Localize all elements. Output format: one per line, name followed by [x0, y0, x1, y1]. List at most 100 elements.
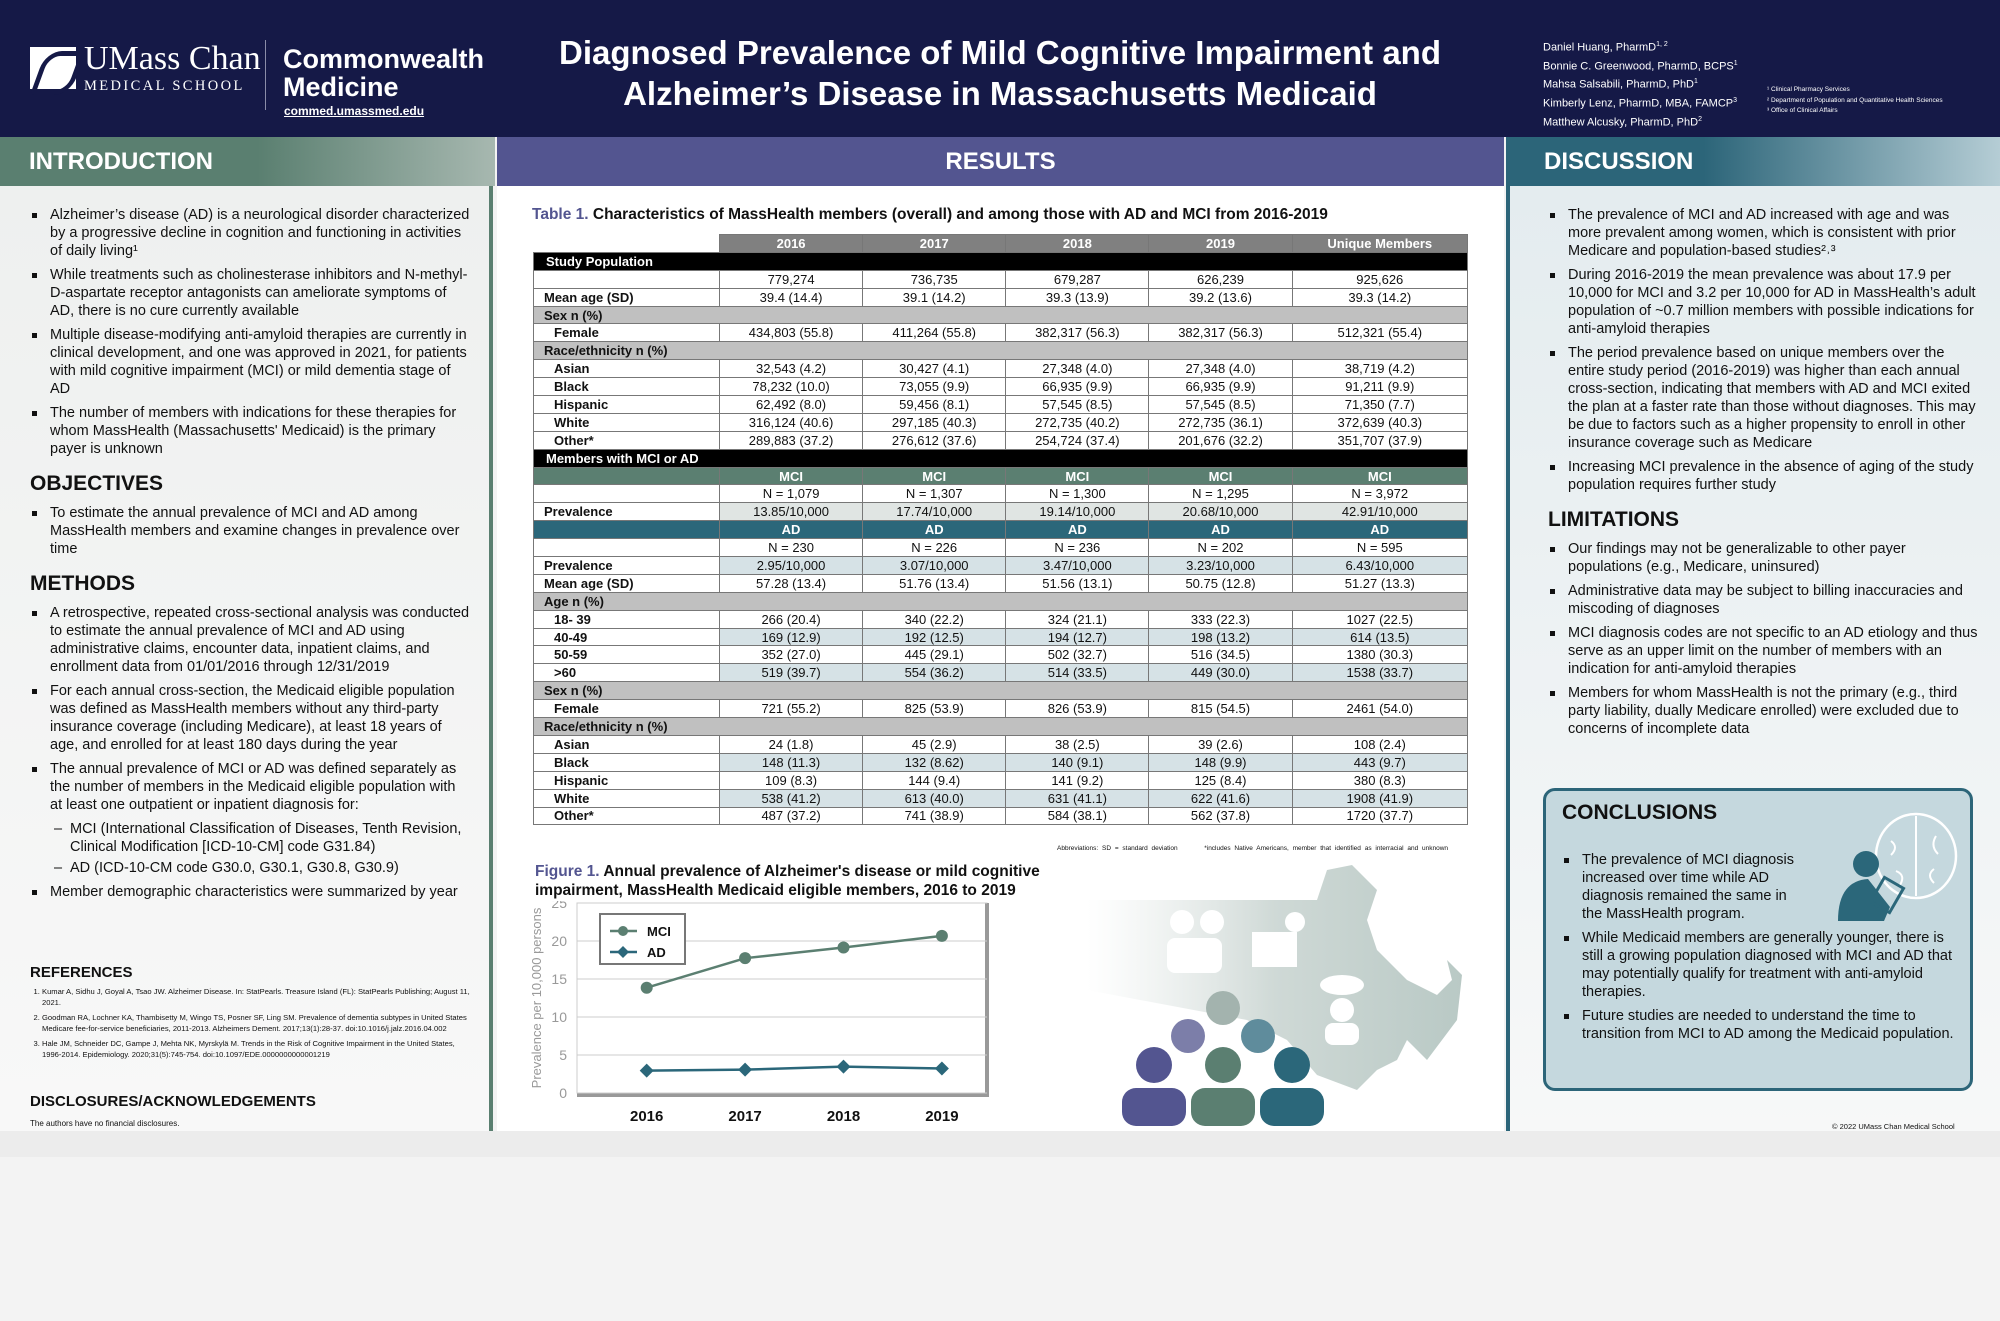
table-footnote: Abbreviations: SD = standard deviation *… [1057, 845, 1448, 852]
table-cell: 316,124 (40.6) [718, 412, 864, 432]
table-cell: 19.14/10,000 [1005, 502, 1150, 522]
table-row: White 538 (41.2) 613 (40.0) 631 (41.1) 622 (… [533, 788, 1469, 808]
table-row: Black 78,232 (10.0) 73,055 (9.9) 66,935 (9.… [533, 377, 1469, 397]
table-row: N = 1,079 N = 1,307 N = 1,300 N = 1,295 N = … [533, 484, 1469, 504]
table-cell: 502 (32.7) [1005, 645, 1150, 665]
list-item: Multiple disease-modifying anti-amyloid … [30, 326, 470, 398]
table-group-row: Sex n (%) [533, 681, 1468, 701]
group-label: Sex n (%) [533, 305, 1468, 325]
table-cell: N = 1,307 [862, 484, 1007, 504]
list-item: The prevalence of MCI diagnosis increase… [1562, 851, 1807, 923]
table-cell: 925,626 [1291, 269, 1469, 289]
column-header: 2019 [1148, 234, 1293, 253]
table-cell: 1720 (37.7) [1291, 806, 1469, 826]
table-cell: 516 (34.5) [1148, 645, 1293, 665]
table-cell: 297,185 (40.3) [862, 412, 1007, 432]
table-cell: N = 202 [1148, 538, 1293, 558]
person-icon [1330, 998, 1354, 1022]
table-group-row: Sex n (%) [533, 305, 1468, 325]
data-point-mci [640, 981, 653, 994]
table-row: Female 721 (55.2) 825 (53.9) 826 (53.9) 815 … [533, 699, 1469, 719]
legend-marker [618, 926, 628, 936]
table-row: Female 434,803 (55.8) 411,264 (55.8) 382,31… [533, 323, 1469, 343]
column-header: 2017 [862, 234, 1007, 253]
table-cell: 2461 (54.0) [1291, 699, 1469, 719]
table-cell: N = 1,295 [1148, 484, 1293, 504]
blank-cell [533, 520, 720, 540]
table-row: Asian 32,543 (4.2) 30,427 (4.1) 27,348 (4.0… [533, 359, 1469, 379]
logo-name: UMass Chan [84, 40, 261, 77]
table-title: Table 1. Characteristics of MassHealth m… [532, 206, 1328, 224]
table-row: Other* 289,883 (37.2) 276,612 (37.6) 254,72… [533, 430, 1469, 450]
methods-sublist: MCI (International Classification of Dis… [50, 820, 470, 877]
table-row: Hispanic 62,492 (8.0) 59,456 (8.1) 57,545 (… [533, 395, 1469, 414]
row-label: Asian [533, 734, 720, 754]
reference-item: Goodman RA, Lochner KA, Thambisetty M, W… [42, 1013, 470, 1034]
table-cell: 411,264 (55.8) [862, 323, 1007, 343]
ad-label-cell: AD [1005, 520, 1150, 540]
table-cell: 487 (37.2) [718, 806, 864, 826]
figure-title: Figure 1. Annual prevalence of Alzheimer… [535, 862, 1075, 900]
table-cell: 554 (36.2) [862, 663, 1007, 683]
table-group-row: Members with MCI or AD [533, 448, 1468, 468]
group-label: Age n (%) [533, 591, 1468, 611]
list-item: Our findings may not be generalizable to… [1548, 540, 1978, 576]
table-row: 40-49 169 (12.9) 192 (12.5) 194 (12.7) 198 (… [533, 627, 1469, 647]
y-axis-label: Prevalence per 10,000 persons [529, 907, 544, 1088]
data-point-ad [836, 1059, 851, 1074]
list-item: MCI (International Classification of Dis… [50, 820, 470, 856]
list-item: To estimate the annual prevalence of MCI… [30, 504, 470, 558]
list-item: Alzheimer’s disease (AD) is a neurologic… [30, 206, 470, 260]
affiliation: ¹ Clinical Pharmacy Services [1767, 86, 1850, 93]
list-item: Members for whom MassHealth is not the p… [1548, 684, 1978, 738]
table-cell: 1908 (41.9) [1291, 788, 1469, 808]
table-cell: 6.43/10,000 [1291, 556, 1469, 575]
table-header-row: 2016 2017 2018 2019 Unique Members [533, 234, 1469, 253]
table-group-row: Race/ethnicity n (%) [533, 341, 1468, 361]
objectives-heading: OBJECTIVES [30, 472, 164, 495]
figure-label: Figure 1. [535, 863, 600, 880]
author-affiliation-mark: 1 [1733, 59, 1738, 67]
table-cell: N = 595 [1291, 538, 1469, 558]
people-group-icon [1122, 991, 1324, 1126]
table-cell: 382,317 (56.3) [1148, 323, 1293, 343]
table-cell: 62,492 (8.0) [718, 395, 864, 414]
disclosures-heading: DISCLOSURES/ACKNOWLEDGEMENTS [30, 1093, 316, 1110]
table-cell: 198 (13.2) [1148, 627, 1293, 647]
logo-divider [265, 40, 266, 110]
list-item: Member demographic characteristics were … [30, 883, 470, 901]
table-cell: 39.3 (14.2) [1291, 287, 1469, 307]
data-point-mci [739, 952, 752, 965]
table-cell: 622 (41.6) [1148, 788, 1293, 808]
conclusions-list: The prevalence of MCI diagnosis increase… [1562, 851, 1962, 1049]
group-label: Race/ethnicity n (%) [533, 341, 1468, 361]
column-header: 2018 [1005, 234, 1150, 253]
table-cell: 39 (2.6) [1148, 734, 1293, 754]
row-label: Other* [533, 430, 720, 450]
table-cell: 42.91/10,000 [1291, 502, 1469, 522]
table-cell: 2.95/10,000 [718, 556, 864, 575]
table-row: Hispanic 109 (8.3) 144 (9.4) 141 (9.2) 125 (… [533, 770, 1469, 790]
author-affiliation-mark: 2 [1698, 115, 1702, 123]
y-tick-label: 15 [551, 971, 567, 987]
author: Kimberly Lenz, PharmD, MBA, FAMCP3 [1543, 93, 1738, 112]
section-header-discussion: DISCUSSION [1506, 137, 2000, 186]
data-point-ad [934, 1061, 949, 1076]
table-cell: 57,545 (8.5) [1005, 395, 1150, 414]
table-cell: 289,883 (37.2) [718, 430, 864, 450]
table-cell: 351,707 (37.9) [1291, 430, 1469, 450]
table-cell: N = 236 [1005, 538, 1150, 558]
row-label: Prevalence [533, 502, 720, 522]
partner-url-link[interactable]: commed.umassmed.edu [284, 104, 425, 118]
table-cell: 27,348 (4.0) [1148, 359, 1293, 379]
y-tick-label: 0 [559, 1085, 567, 1101]
table-row: Prevalence 2.95/10,000 3.07/10,000 3.47/10,… [533, 556, 1469, 575]
desk-worker-icon [1285, 912, 1305, 932]
table-cell: 3.23/10,000 [1148, 556, 1293, 575]
limitations-list: Our findings may not be generalizable to… [1548, 540, 1978, 738]
row-label: White [533, 788, 720, 808]
table-cell: 562 (37.8) [1148, 806, 1293, 826]
row-label: White [533, 412, 720, 432]
table-cell: 382,317 (56.3) [1005, 323, 1150, 343]
y-tick-label: 10 [551, 1009, 567, 1025]
